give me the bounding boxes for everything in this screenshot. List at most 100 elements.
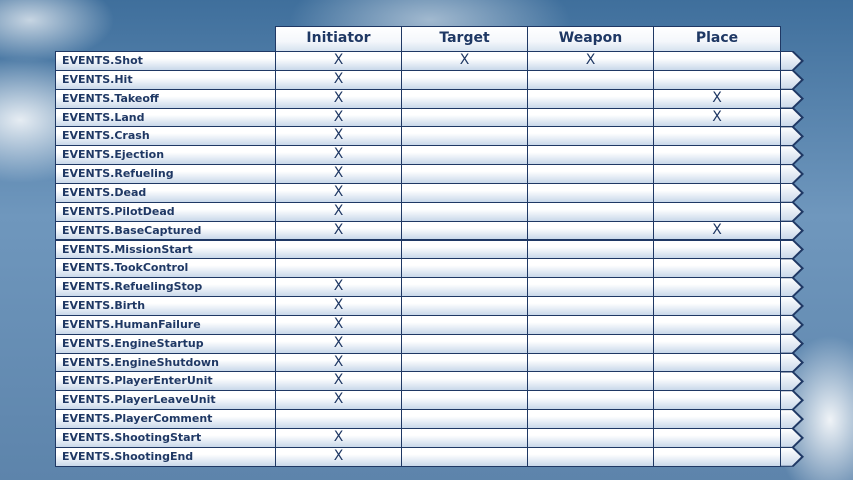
cell-mark: X (275, 371, 402, 392)
cell-mark (401, 409, 528, 429)
cell-mark (653, 428, 781, 448)
cell-mark (401, 314, 528, 335)
cell-mark (653, 333, 781, 354)
cell-mark (527, 220, 654, 241)
cell-mark (527, 314, 654, 335)
event-name: EVENTS.Ejection (55, 145, 276, 166)
cell-mark: X (275, 164, 402, 184)
cell-mark (527, 390, 654, 411)
row-arrow-fill (778, 127, 802, 146)
cell-mark (527, 239, 654, 260)
cell-mark (401, 126, 528, 147)
cell-mark: X (275, 333, 402, 354)
cell-mark (653, 390, 781, 411)
cell-mark (653, 164, 781, 184)
cell-mark (653, 446, 781, 467)
cell-mark (401, 201, 528, 222)
cell-mark: X (653, 107, 781, 128)
cell-mark (653, 277, 781, 298)
row-arrow-fill (778, 278, 802, 297)
cell-mark (653, 69, 781, 90)
cell-mark (527, 428, 654, 448)
cell-mark (527, 88, 654, 109)
row-arrow-fill (778, 221, 802, 240)
cell-mark: X (275, 201, 402, 222)
row-arrow-fill (778, 165, 802, 183)
cell-mark (401, 220, 528, 241)
cell-mark (527, 371, 654, 392)
cell-mark: X (527, 51, 654, 71)
cell-mark: X (275, 51, 402, 71)
cell-mark (653, 352, 781, 373)
cell-mark: X (653, 220, 781, 241)
cell-mark (401, 145, 528, 166)
event-name: EVENTS.Dead (55, 182, 276, 203)
cell-mark (527, 258, 654, 279)
event-name: EVENTS.MissionStart (55, 239, 276, 260)
cell-mark (527, 446, 654, 467)
cell-mark (401, 277, 528, 298)
cell-mark: X (275, 296, 402, 316)
cell-mark (527, 69, 654, 90)
cell-mark (653, 314, 781, 335)
event-name: EVENTS.TookControl (55, 258, 276, 279)
column-header: Weapon (527, 26, 654, 52)
event-name: EVENTS.Land (55, 107, 276, 128)
event-name: EVENTS.RefuelingStop (55, 277, 276, 298)
cell-mark: X (275, 145, 402, 166)
row-arrow-fill (778, 372, 802, 391)
cell-mark (653, 145, 781, 166)
row-arrow-fill (778, 259, 802, 278)
cell-mark: X (275, 277, 402, 298)
cell-mark (653, 201, 781, 222)
cell-mark: X (275, 88, 402, 109)
cell-mark (653, 296, 781, 316)
row-arrow-fill (778, 146, 802, 165)
row-arrow-fill (778, 70, 802, 89)
row-arrow-fill (778, 202, 802, 221)
cell-mark: X (275, 352, 402, 373)
row-arrow-fill (778, 240, 802, 259)
cell-mark (401, 182, 528, 203)
row-arrow-fill (778, 334, 802, 353)
row-arrow-fill (778, 429, 802, 447)
column-header: Place (653, 26, 781, 52)
cell-mark (653, 126, 781, 147)
cell-mark: X (275, 69, 402, 90)
cell-mark: X (275, 126, 402, 147)
row-arrow-fill (778, 447, 802, 466)
row-arrow-fill (778, 410, 802, 428)
event-name: EVENTS.Takeoff (55, 88, 276, 109)
event-name: EVENTS.EngineStartup (55, 333, 276, 354)
cell-mark (401, 239, 528, 260)
cell-mark (401, 446, 528, 467)
row-arrow-fill (778, 89, 802, 108)
cell-mark (401, 296, 528, 316)
cell-mark (275, 258, 402, 279)
row-arrow-fill (778, 52, 802, 70)
cell-mark (527, 277, 654, 298)
cell-mark (527, 409, 654, 429)
event-name: EVENTS.Shot (55, 51, 276, 71)
event-name: EVENTS.Crash (55, 126, 276, 147)
cell-mark (401, 107, 528, 128)
row-arrow-fill (778, 108, 802, 127)
cell-mark: X (401, 51, 528, 71)
cell-mark (401, 164, 528, 184)
cell-mark: X (275, 446, 402, 467)
row-arrow-fill (778, 353, 802, 372)
cell-mark (275, 409, 402, 429)
event-name: EVENTS.ShootingStart (55, 428, 276, 448)
cell-mark: X (275, 390, 402, 411)
cell-mark (401, 69, 528, 90)
event-name: EVENTS.ShootingEnd (55, 446, 276, 467)
row-arrow-fill (778, 183, 802, 202)
cell-mark: X (653, 88, 781, 109)
event-name: EVENTS.Hit (55, 69, 276, 90)
cell-mark (527, 107, 654, 128)
cell-mark: X (275, 182, 402, 203)
column-header: Target (401, 26, 528, 52)
cell-mark (401, 258, 528, 279)
cell-mark (401, 333, 528, 354)
